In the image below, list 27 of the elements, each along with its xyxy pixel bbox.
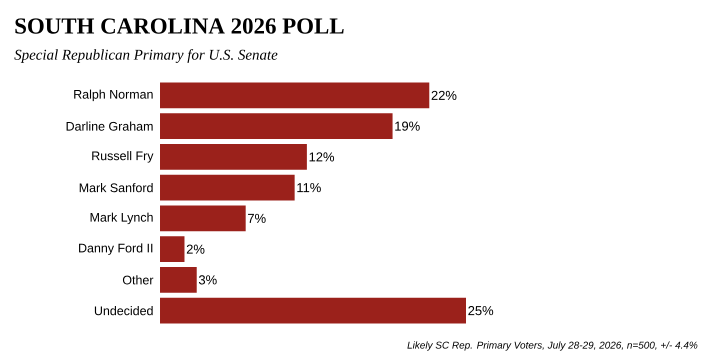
data-label: 3% (198, 275, 217, 284)
bar (160, 174, 295, 201)
data-label: 19% (395, 122, 420, 131)
y-tick-label: Ralph Norman (74, 90, 153, 102)
chart-subtitle: Special Republican Primary for U.S. Senate (14, 49, 278, 63)
bar (160, 298, 466, 324)
data-label: 22% (432, 90, 456, 100)
bar (160, 236, 184, 262)
y-tick-label: Russell Fry (92, 151, 154, 163)
y-tick-label: Danny Ford II (79, 243, 152, 255)
data-label: 12% (310, 152, 334, 162)
y-tick-label: Undecided (94, 306, 153, 316)
chart-title: SOUTH CAROLINA 2026 POLL (15, 18, 344, 34)
data-label: 25% (468, 306, 494, 316)
y-tick-label: Darline Graham (66, 122, 153, 131)
text: Likely SC Rep. Primary Voters, July 28-29, 2026, n=500, +/- 4.4% (407, 341, 698, 351)
data-label: 2% (186, 244, 204, 254)
bar (160, 205, 246, 232)
bar (160, 266, 197, 293)
y-tick-label: Mark Sanford (80, 183, 153, 192)
bar (160, 82, 430, 108)
bar (160, 144, 307, 170)
y-tick-label: Mark Lynch (90, 212, 153, 224)
y-tick-label: Other (122, 275, 154, 284)
data-label: 11% (297, 183, 321, 192)
bar (160, 113, 393, 140)
data-label: 7% (248, 214, 266, 223)
